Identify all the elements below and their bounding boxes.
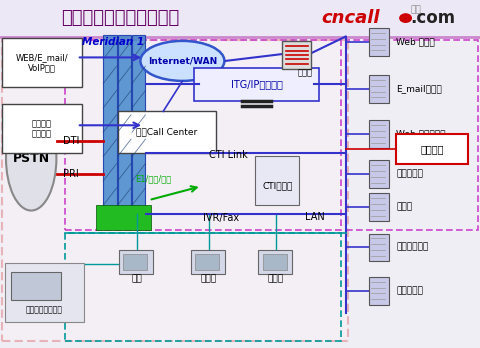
FancyBboxPatch shape: [119, 250, 153, 274]
FancyBboxPatch shape: [118, 111, 216, 153]
FancyBboxPatch shape: [396, 134, 468, 164]
FancyBboxPatch shape: [11, 272, 61, 300]
Text: LAN: LAN: [304, 213, 324, 222]
Text: E_mail服务器: E_mail服务器: [396, 84, 442, 93]
FancyBboxPatch shape: [195, 254, 219, 270]
Text: WEB/E_mail/
VoIP用户: WEB/E_mail/ VoIP用户: [16, 53, 68, 72]
FancyBboxPatch shape: [258, 250, 292, 274]
Text: 数据库: 数据库: [396, 203, 412, 212]
FancyBboxPatch shape: [132, 35, 145, 216]
Text: 班长席: 班长席: [201, 274, 217, 283]
FancyBboxPatch shape: [369, 277, 389, 304]
Text: 典型北电呼叫中心的组成: 典型北电呼叫中心的组成: [61, 9, 179, 27]
Ellipse shape: [140, 41, 225, 81]
Text: ITG/IP电话网关: ITG/IP电话网关: [231, 79, 283, 89]
FancyBboxPatch shape: [191, 250, 225, 274]
Text: 华晔: 华晔: [410, 5, 421, 14]
FancyBboxPatch shape: [5, 263, 84, 322]
Text: Web 服务器: Web 服务器: [396, 37, 435, 46]
Text: CTI服务器: CTI服务器: [262, 182, 293, 191]
Text: Web 响应服务器: Web 响应服务器: [396, 129, 445, 139]
FancyBboxPatch shape: [2, 38, 82, 87]
Bar: [0, 0, 480, 37]
Text: 后台系统: 后台系统: [420, 144, 444, 154]
FancyBboxPatch shape: [123, 254, 147, 270]
Text: Internet/WAN: Internet/WAN: [148, 56, 217, 65]
Text: 管理工作站: 管理工作站: [396, 286, 423, 295]
FancyBboxPatch shape: [2, 40, 348, 341]
FancyBboxPatch shape: [194, 68, 319, 101]
Text: .com: .com: [410, 9, 456, 27]
FancyBboxPatch shape: [369, 28, 389, 56]
Text: 工作流服务器: 工作流服务器: [396, 243, 428, 252]
Text: 质检席: 质检席: [268, 274, 284, 283]
Text: 远端模块
远端座席: 远端模块 远端座席: [32, 119, 52, 139]
Circle shape: [400, 14, 411, 22]
Text: 应用服务器: 应用服务器: [396, 169, 423, 179]
Text: cncall: cncall: [322, 9, 380, 27]
Ellipse shape: [6, 106, 57, 211]
FancyBboxPatch shape: [369, 75, 389, 103]
Text: Meridian 1: Meridian 1: [82, 37, 144, 47]
FancyBboxPatch shape: [369, 160, 389, 188]
FancyBboxPatch shape: [103, 35, 117, 216]
Text: CTI Link: CTI Link: [209, 150, 247, 160]
FancyBboxPatch shape: [369, 234, 389, 261]
FancyBboxPatch shape: [282, 41, 311, 69]
Text: PRI: PRI: [63, 169, 79, 179]
FancyBboxPatch shape: [255, 156, 299, 205]
FancyBboxPatch shape: [263, 254, 287, 270]
FancyBboxPatch shape: [369, 120, 389, 148]
Text: 异地Call Center: 异地Call Center: [136, 128, 197, 137]
FancyBboxPatch shape: [369, 193, 389, 221]
Text: 在线数字录音系统: 在线数字录音系统: [26, 305, 63, 314]
FancyBboxPatch shape: [2, 104, 82, 153]
Text: DTI: DTI: [63, 136, 79, 146]
Text: 路由器: 路由器: [297, 69, 312, 78]
FancyBboxPatch shape: [118, 35, 131, 216]
Text: IVR/Fax: IVR/Fax: [203, 213, 239, 222]
Text: 座席: 座席: [132, 274, 142, 283]
Text: E1/模拟/数字: E1/模拟/数字: [135, 175, 172, 184]
Text: PSTN: PSTN: [12, 152, 50, 165]
FancyBboxPatch shape: [96, 205, 151, 230]
